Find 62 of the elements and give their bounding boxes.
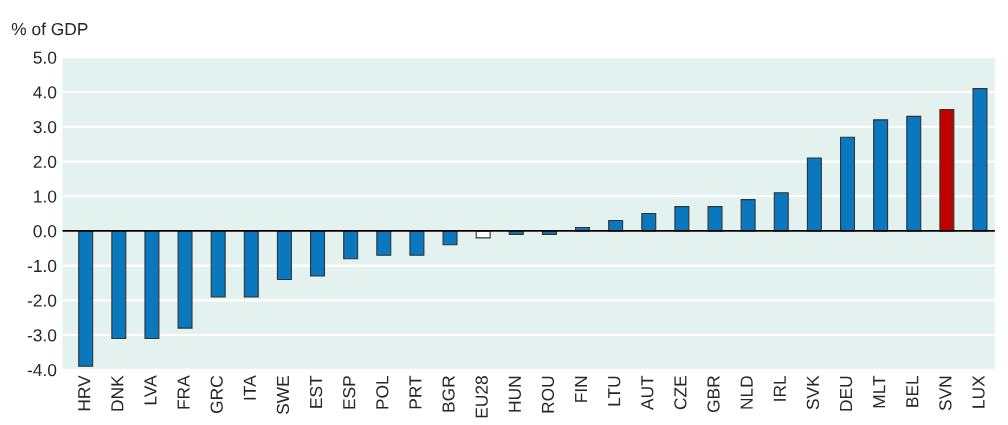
y-tick-label: 1.0 [34,190,57,203]
bar [674,206,690,232]
x-tick-label: FRA [177,375,190,409]
x-tick-label: SWE [276,376,290,415]
x-tick-label: ROU [541,376,555,413]
y-tick-label: 0.0 [33,225,57,238]
bar [740,199,756,232]
bar [839,136,856,232]
y-tick-label: -1.0 [27,259,57,273]
bar [243,230,259,298]
x-tick-label: HUN [508,376,521,412]
y-tick-label: 3.0 [33,120,57,134]
x-tick-label: GRC [210,375,223,414]
bar [210,230,226,298]
bar [144,230,160,340]
bar [939,108,955,232]
y-tick-label: -4.0 [27,363,57,377]
x-tick-label: IRL [773,375,786,401]
x-tick-label: LVA [144,375,157,405]
x-tick-label: LTU [608,376,621,406]
bar [310,230,326,277]
x-tick-label: NLD [740,376,753,409]
bar [972,88,988,232]
y-tick-label: -2.0 [27,294,57,307]
x-tick-label: HRV [78,375,91,411]
bar [873,119,889,232]
bar [773,192,789,232]
bar [376,230,392,256]
x-tick-label: MLT [873,375,886,408]
x-tick-label: EST [309,375,323,408]
bar [641,213,657,232]
bar [78,230,94,367]
y-axis-title: % of GDP [11,22,88,36]
y-tick-label: 2.0 [33,155,57,168]
x-tick-label: DNK [111,375,124,411]
y-tick-label: 4.0 [33,86,57,99]
x-tick-label: ITA [243,375,256,400]
y-tick-label: -3.0 [27,329,57,342]
bar [177,230,193,329]
x-tick-label: BGR [442,376,455,412]
x-tick-label: SVN [939,376,952,411]
x-tick-label: POL [376,375,389,409]
x-tick-label: PRT [409,375,422,409]
x-tick-label: FIN [575,376,588,402]
bar [707,206,723,232]
x-tick-label: LUX [972,375,985,408]
bar [276,230,292,281]
y-tick-label: 5.0 [33,51,57,64]
bar [442,230,458,246]
bar [806,157,822,232]
x-tick-label: GBR [707,376,720,413]
x-tick-label: CZE [674,376,687,410]
bar [409,230,425,256]
bar [343,230,359,260]
x-tick-label: EU28 [475,376,488,418]
bar [111,230,127,340]
x-tick-label: DEU [840,376,853,411]
x-tick-label: SVK [806,375,820,410]
x-tick-label: BEL [906,375,919,407]
x-tick-label: AUT [641,375,654,410]
x-tick-label: ESP [343,376,356,409]
bar [906,115,922,232]
